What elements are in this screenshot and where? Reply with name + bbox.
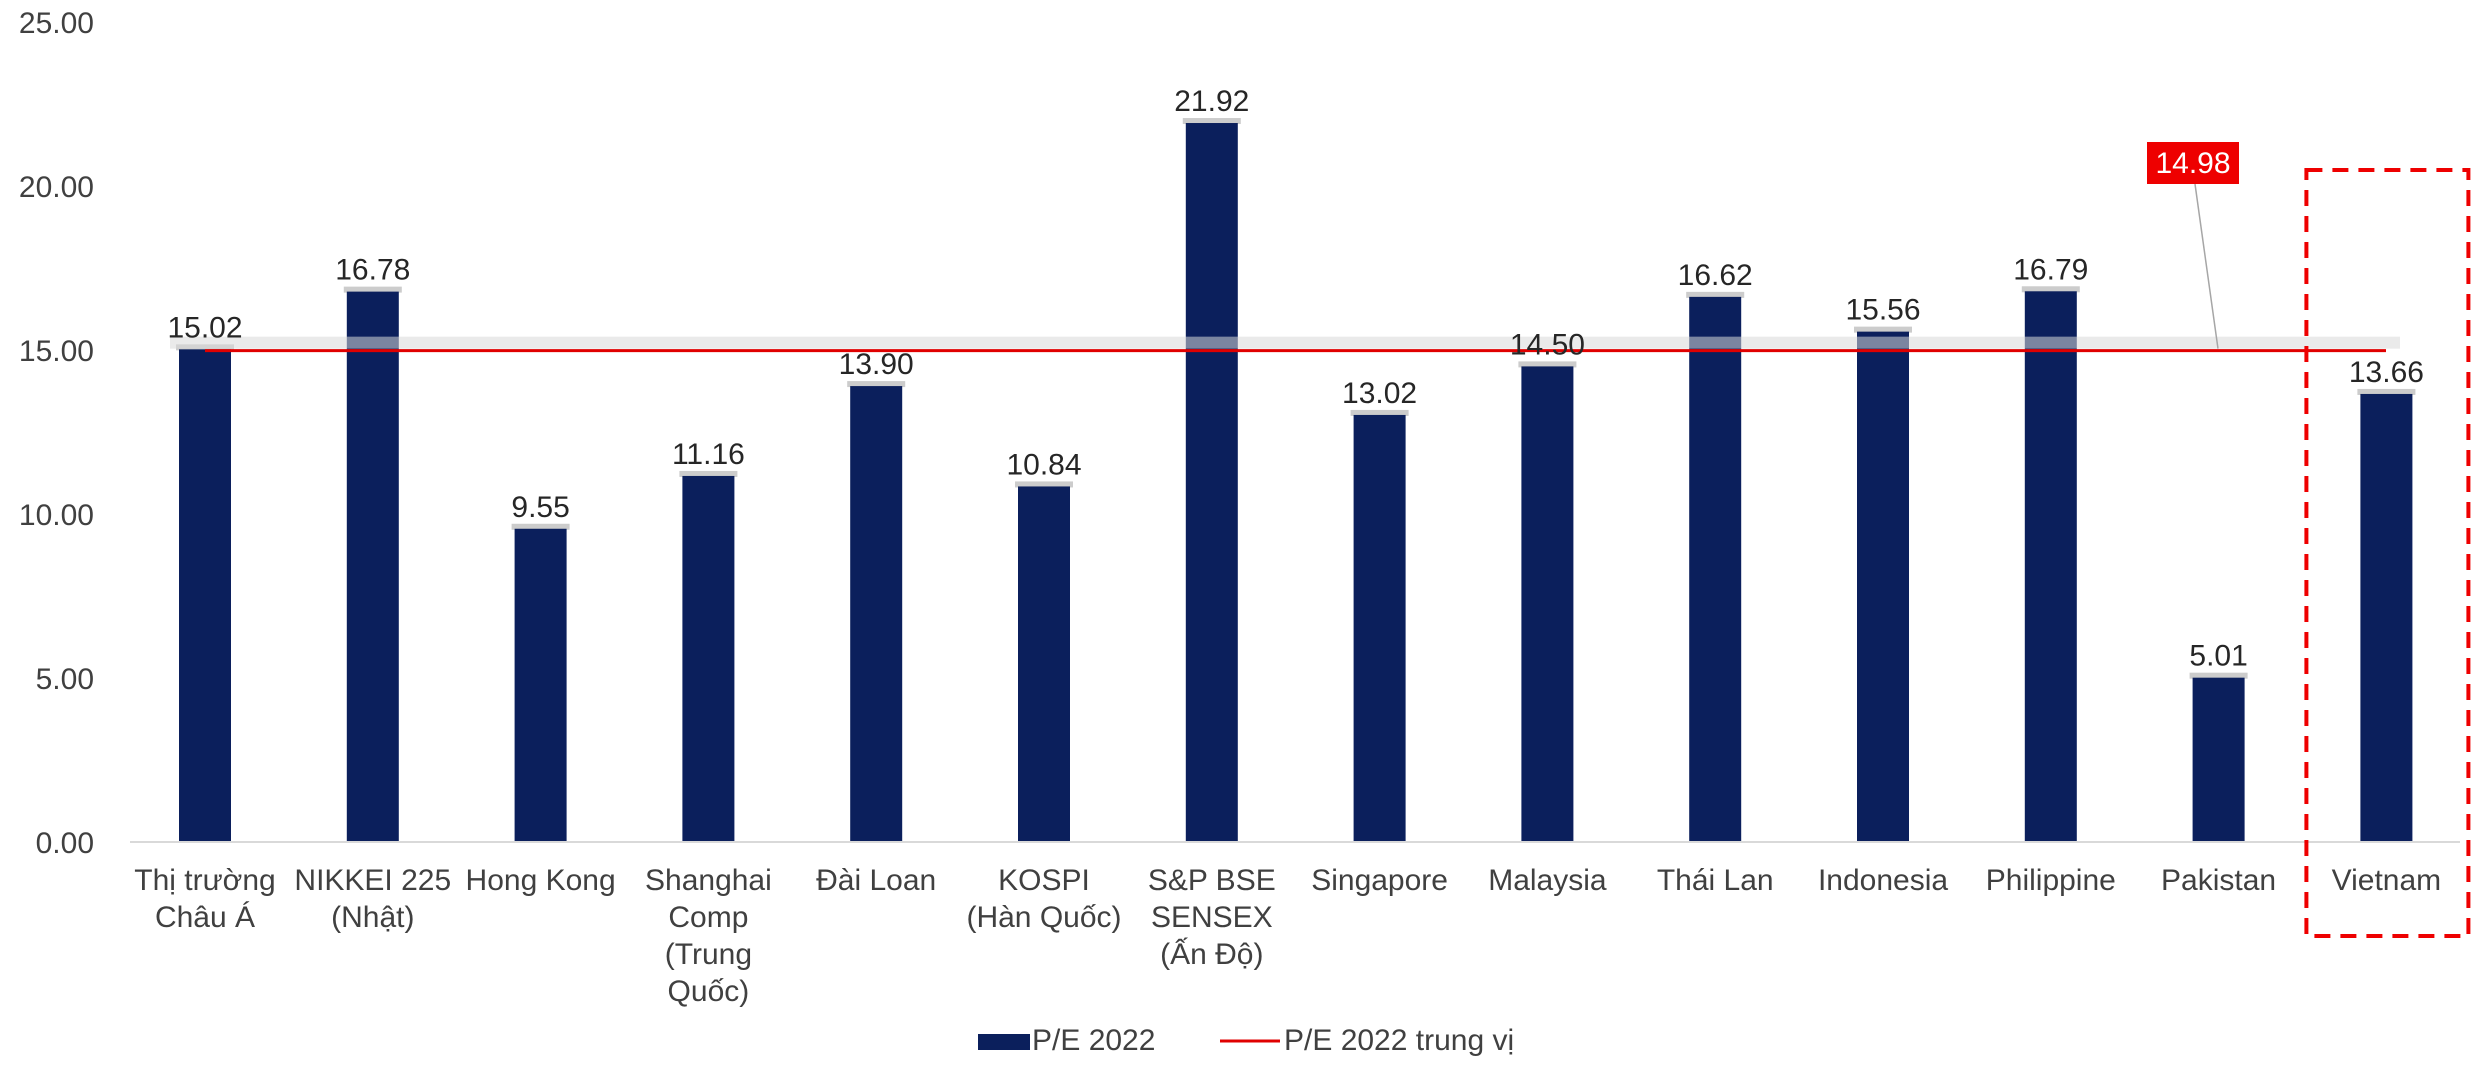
bar-shadow: [1015, 481, 1073, 488]
x-tick-label: Philippine: [1986, 864, 2116, 897]
bars: [176, 118, 2416, 843]
bar-value-label: 5.01: [2189, 640, 2247, 673]
bar: [2024, 291, 2077, 843]
bar-value-label: 16.62: [1678, 259, 1753, 292]
x-tick-label: Thái Lan: [1657, 864, 1774, 897]
median-line-group: 14.98: [170, 142, 2400, 353]
bar-shadow: [1350, 409, 1409, 416]
y-tick-label: 15.00: [19, 335, 94, 368]
legend-swatch-bar: [978, 1034, 1030, 1050]
bar-value-label: 15.02: [167, 311, 242, 344]
bar-shadow: [1182, 118, 1241, 125]
bar: [682, 475, 735, 842]
bar: [1018, 486, 1070, 842]
x-tick-label: Shanghai Comp (Trung Quốc): [645, 864, 772, 1008]
bar: [179, 349, 231, 842]
bar: [1689, 296, 1742, 842]
bar-shadow: [679, 470, 738, 477]
bar-value-label: 11.16: [672, 438, 745, 471]
legend-label-bar: P/E 2022: [1032, 1024, 1155, 1057]
median-callout-leader: [2194, 183, 2219, 349]
x-tick-label: KOSPI (Hàn Quốc): [966, 864, 1121, 934]
bar-value-label: 21.92: [1174, 85, 1249, 118]
bar-value-label: 14.50: [1510, 328, 1585, 361]
legend: P/E 2022 P/E 2022 trung vị: [978, 1024, 1514, 1057]
bar-value-label: 9.55: [511, 491, 569, 524]
y-axis: 0.00 5.00 10.00 15.00 20.00 25.00: [19, 7, 94, 860]
bar: [850, 386, 903, 842]
legend-label-line: P/E 2022 trung vị: [1284, 1024, 1514, 1057]
median-band: [170, 336, 2400, 349]
median-callout-box: [2147, 142, 2239, 184]
bar: [1185, 123, 1238, 843]
bar-shadow: [1854, 326, 1912, 333]
bar-shadow: [2357, 388, 2416, 395]
bar-value-label: 13.66: [2349, 356, 2424, 389]
bar-value-label: 16.79: [2013, 253, 2088, 286]
bar-value-label: 13.90: [839, 348, 914, 381]
x-tick-label: Hong Kong: [466, 864, 616, 897]
highlight: [2304, 168, 2471, 938]
x-tick-label: NIKKEI 225 (Nhật): [294, 864, 451, 934]
bar-shadow: [847, 381, 906, 388]
y-tick-label: 5.00: [36, 663, 94, 696]
bar-shadow: [1518, 361, 1577, 368]
x-tick-label: S&P BSE SENSEX (Ấn Độ): [1148, 864, 1276, 971]
bar: [2360, 393, 2413, 842]
value-labels: 15.02 16.78 9.55 11.16 13.90 10.84 21.92 13.02 1…: [167, 85, 2423, 673]
bar-value-label: 16.78: [335, 254, 410, 287]
bar-value-label: 10.84: [1006, 448, 1081, 481]
x-tick-label: Singapore: [1311, 864, 1448, 897]
bar: [2192, 677, 2245, 842]
bar-shadow: [511, 523, 570, 530]
bar-shadow: [2189, 672, 2248, 679]
x-tick-label: Malaysia: [1488, 864, 1607, 897]
x-tick-label: Vietnam: [2332, 864, 2442, 897]
x-tick-label: Indonesia: [1818, 864, 1948, 897]
bar: [1353, 414, 1406, 842]
y-tick-label: 10.00: [19, 499, 94, 532]
x-tick-label: Pakistan: [2161, 864, 2276, 897]
bar: [1857, 331, 1909, 842]
bar-shadow: [343, 286, 402, 293]
bar-shadow: [1686, 291, 1745, 298]
y-tick-label: 20.00: [19, 171, 94, 204]
y-tick-label: 25.00: [19, 7, 94, 40]
y-tick-label: 0.00: [36, 827, 94, 860]
median-callout-label: 14.98: [2155, 147, 2230, 180]
bar: [1521, 366, 1574, 842]
x-tick-label: Thị trường Châu Á: [134, 864, 275, 934]
bar-value-label: 13.02: [1342, 377, 1417, 410]
x-axis: Thị trường Châu Á NIKKEI 225 (Nhật) Hong Kon…: [130, 841, 2460, 1008]
bar-shadow: [2021, 286, 2080, 293]
highlight-box: [2304, 168, 2471, 938]
bar: [346, 291, 399, 843]
bar-value-label: 15.56: [1845, 294, 1920, 327]
bar: [514, 528, 567, 842]
x-tick-label: Đài Loan: [816, 864, 936, 897]
